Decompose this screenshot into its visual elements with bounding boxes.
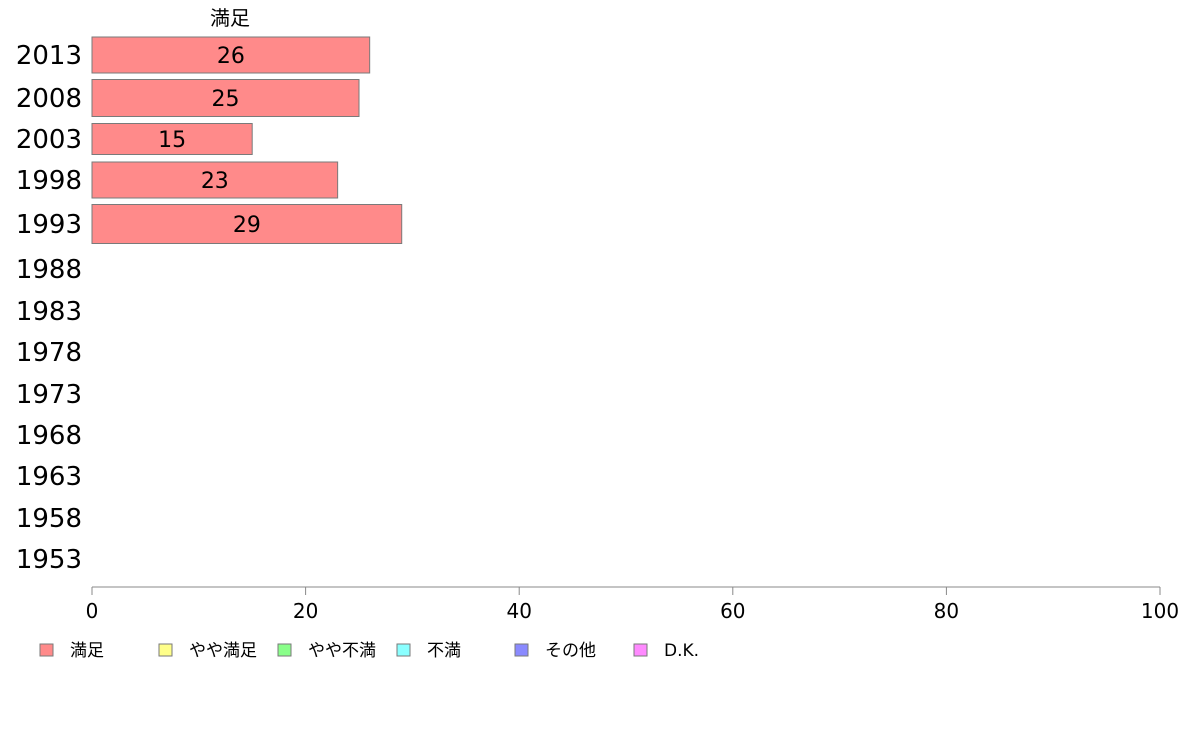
x-axis: 0 20 40 60 80 100 bbox=[86, 586, 1179, 623]
legend-label: その他 bbox=[545, 641, 596, 661]
y-axis-labels: 2013 2008 2003 1998 1993 1988 1983 1978 1973 1968… bbox=[16, 41, 82, 575]
column-header: 満足 bbox=[210, 6, 250, 30]
y-tick-label: 1953 bbox=[16, 545, 82, 575]
bar bbox=[91, 36, 371, 74]
bar bbox=[91, 79, 360, 117]
legend-item: やや不満 bbox=[277, 641, 376, 661]
x-tick-label: 100 bbox=[1141, 599, 1179, 623]
legend: 満足 やや満足 やや不満 不満 その他 D.K. bbox=[39, 641, 699, 661]
legend-swatch bbox=[514, 643, 529, 657]
y-tick-label: 1963 bbox=[16, 462, 82, 492]
legend-item: その他 bbox=[514, 641, 596, 661]
x-tick-label: 40 bbox=[506, 599, 531, 623]
bar-value-label: 29 bbox=[233, 213, 261, 238]
y-tick-label: 1993 bbox=[16, 210, 82, 240]
x-tick-label: 0 bbox=[86, 599, 99, 623]
legend-label: D.K. bbox=[664, 641, 699, 661]
y-tick-label: 1958 bbox=[16, 504, 82, 534]
y-tick-label: 2003 bbox=[16, 125, 82, 155]
x-tick-label: 60 bbox=[720, 599, 745, 623]
bar bbox=[91, 204, 403, 244]
bar-value-label: 26 bbox=[217, 44, 245, 69]
y-tick-label: 1968 bbox=[16, 421, 82, 451]
bar-value-label: 23 bbox=[201, 169, 229, 194]
legend-item: 不満 bbox=[396, 641, 461, 661]
x-tick-label: 20 bbox=[293, 599, 318, 623]
legend-swatch bbox=[633, 643, 648, 657]
legend-label: 満足 bbox=[70, 641, 104, 661]
bar-value-label: 15 bbox=[158, 128, 186, 153]
legend-item: 満足 bbox=[39, 641, 104, 661]
y-tick-label: 1998 bbox=[16, 166, 82, 196]
legend-item: やや満足 bbox=[158, 641, 257, 661]
y-tick-label: 1988 bbox=[16, 255, 82, 285]
legend-swatch bbox=[396, 643, 411, 657]
y-tick-label: 2013 bbox=[16, 41, 82, 71]
legend-item: D.K. bbox=[633, 641, 699, 661]
legend-label: 不満 bbox=[427, 641, 461, 661]
y-tick-label: 1978 bbox=[16, 338, 82, 368]
y-tick-label: 1983 bbox=[16, 297, 82, 327]
bar bbox=[91, 161, 339, 199]
x-tick-label: 80 bbox=[934, 599, 959, 623]
legend-label: やや不満 bbox=[308, 641, 376, 661]
legend-label: やや満足 bbox=[189, 641, 257, 661]
y-tick-label: 1973 bbox=[16, 380, 82, 410]
legend-swatch bbox=[277, 643, 292, 657]
legend-swatch bbox=[158, 643, 173, 657]
bar bbox=[91, 123, 253, 155]
legend-swatch bbox=[39, 643, 54, 657]
y-tick-label: 2008 bbox=[16, 84, 82, 114]
bar-value-label: 25 bbox=[212, 87, 240, 112]
